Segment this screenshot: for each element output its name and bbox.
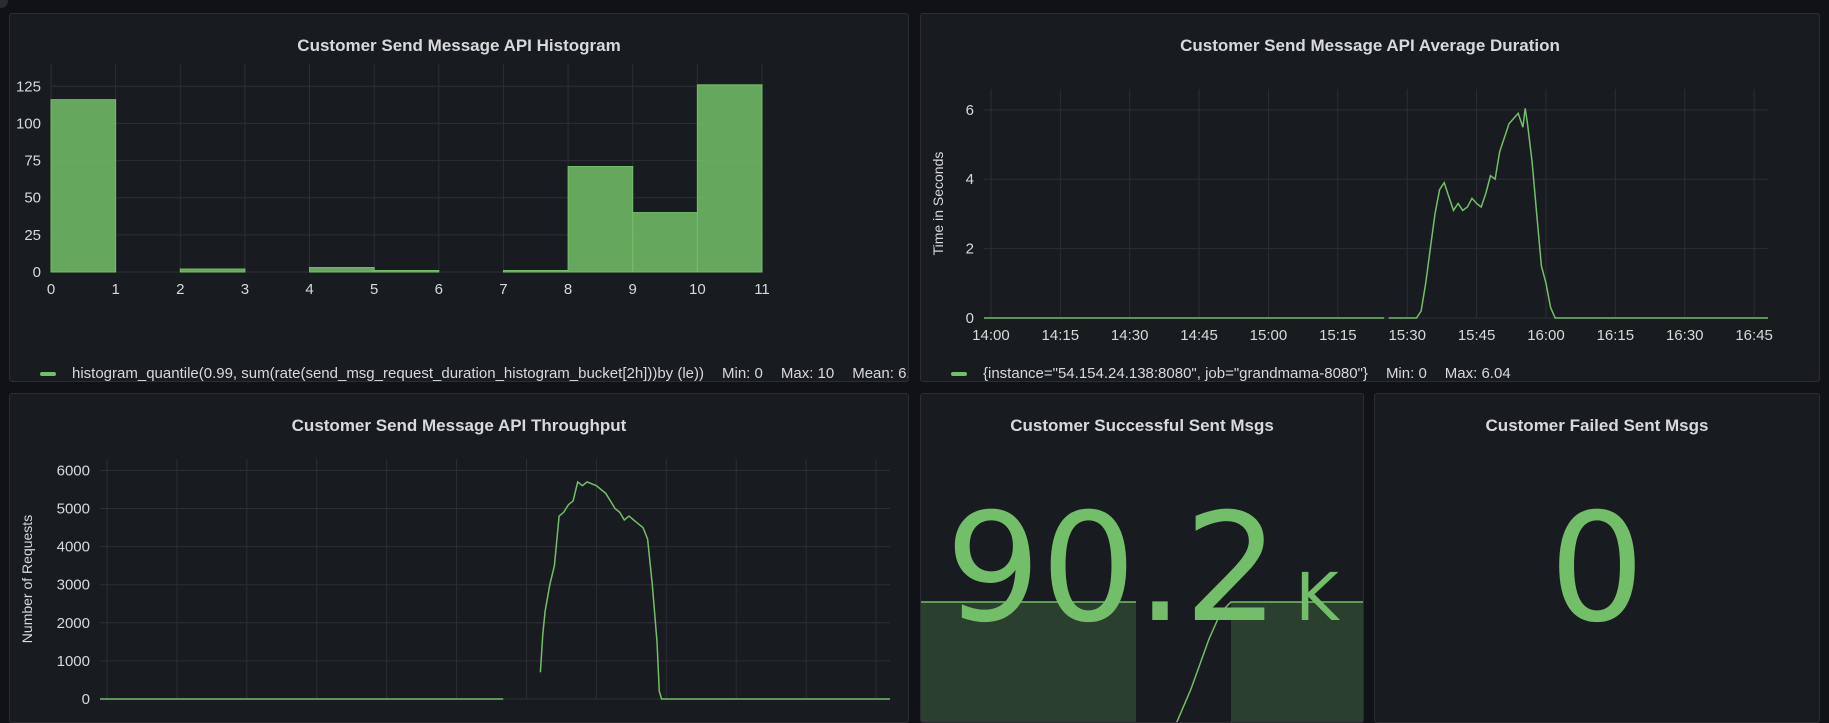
y-tick-label: 50 (24, 190, 41, 207)
legend-min: Min: 0 (722, 365, 763, 382)
x-tick-label: 5 (370, 281, 378, 298)
x-tick-label: 16:45 (1735, 327, 1773, 344)
legend-swatch-icon (951, 371, 967, 376)
sparkline-area-left (921, 602, 1136, 722)
histogram-bar (179, 268, 246, 273)
legend-swatch-icon (40, 371, 56, 376)
series-line (539, 480, 890, 700)
y-tick-label: 125 (16, 78, 41, 95)
y-tick-label: 25 (24, 227, 41, 244)
x-tick-label: 9 (629, 281, 637, 298)
x-tick-label: 4 (305, 281, 313, 298)
legend-series-label[interactable]: {instance="54.154.24.138:8080", job="gra… (983, 365, 1368, 382)
x-tick-label: 8 (564, 281, 572, 298)
throughput-chart: 0 1000 2000 3000 4000 5000 6000 Number of Reque… (19, 459, 890, 708)
x-tick-label: 1 (111, 281, 119, 298)
y-tick-label: 4 (966, 171, 974, 188)
x-tick-label: 16:00 (1527, 327, 1565, 344)
panel-average-duration[interactable]: Customer Send Message API Average Durati… (920, 13, 1820, 382)
x-tick-label: 16:15 (1597, 327, 1635, 344)
y-tick-label: 0 (82, 691, 90, 708)
x-tick-label: 15:45 (1458, 327, 1496, 344)
histogram-bar (502, 270, 569, 273)
stat-value: 90.2 K (921, 494, 1363, 673)
y-tick-label: 4000 (57, 539, 90, 556)
y-tick-label: 0 (966, 310, 974, 327)
panel-title[interactable]: Customer Successful Sent Msgs (1010, 416, 1274, 435)
x-tick-label: 2 (176, 281, 184, 298)
histogram-bar (632, 212, 698, 273)
x-tick-label: 14:45 (1180, 327, 1218, 344)
x-tick-label: 15:15 (1319, 327, 1357, 344)
histogram-bar (696, 84, 763, 273)
panel-title[interactable]: Customer Send Message API Histogram (297, 36, 621, 55)
stat-number: 0 (1549, 482, 1645, 656)
histogram-bar (50, 99, 117, 273)
x-tick-label: 6 (435, 281, 443, 298)
y-tick-label: 2 (966, 241, 974, 258)
legend-max: Max: 10 (780, 365, 835, 382)
panel-histogram[interactable]: Customer Send Message API Histogram 0 1 2 3… (9, 13, 909, 382)
x-tick-label: 11 (754, 281, 770, 298)
x-tick-label: 16:30 (1666, 327, 1704, 344)
x-tick-label: 3 (241, 281, 249, 298)
x-tick-label: 7 (499, 281, 507, 298)
stat-value: 0 (1375, 494, 1819, 644)
panel-failed-sent[interactable]: Customer Failed Sent Msgs 0 (1374, 393, 1820, 723)
duration-chart: 14:00 14:15 14:30 14:45 15:00 15:15 15:30 15:45… (930, 89, 1773, 344)
sparkline-line (921, 601, 1363, 722)
panel-title[interactable]: Customer Failed Sent Msgs (1485, 416, 1709, 435)
y-tick-label: 5000 (57, 501, 90, 518)
x-tick-label: 10 (689, 281, 706, 298)
legend[interactable]: histogram_quantile(0.99, sum(rate(send_m… (40, 365, 909, 382)
y-tick-label: 100 (16, 115, 41, 132)
y-axis-label: Number of Requests (19, 515, 35, 643)
x-tick-label: 14:00 (972, 327, 1010, 344)
x-tick-label: 15:30 (1388, 327, 1426, 344)
panel-successful-sent[interactable]: Customer Successful Sent Msgs 90.2 K (920, 393, 1364, 723)
panel-throughput[interactable]: Customer Send Message API Throughput 0 10… (9, 393, 909, 723)
stat-unit: K (1295, 559, 1339, 636)
y-tick-label: 1000 (57, 653, 90, 670)
histogram-bar (309, 267, 375, 273)
legend-mean: Mean: 6. (852, 365, 909, 382)
x-tick-label: 0 (47, 281, 55, 298)
x-tick-label: 14:15 (1042, 327, 1080, 344)
legend-series-label[interactable]: histogram_quantile(0.99, sum(rate(send_m… (72, 365, 704, 382)
y-tick-label: 3000 (57, 577, 90, 594)
legend-max: Max: 6.04 (1444, 365, 1511, 382)
sparkline-chart (921, 601, 1363, 722)
legend-min: Min: 0 (1385, 365, 1427, 382)
histogram-bar (373, 270, 440, 273)
stat-number: 90.2 (945, 482, 1280, 656)
x-tick-label: 14:30 (1111, 327, 1149, 344)
panel-title[interactable]: Customer Send Message API Average Durati… (1180, 36, 1560, 55)
x-tick-label: 15:00 (1250, 327, 1288, 344)
sparkline-area-right (1231, 602, 1363, 722)
panel-title[interactable]: Customer Send Message API Throughput (291, 416, 627, 435)
y-tick-label: 6000 (57, 462, 90, 479)
series-line (1388, 108, 1768, 319)
corner-indicator (0, 0, 8, 8)
y-tick-label: 2000 (57, 615, 90, 632)
histogram-chart: 0 1 2 3 4 5 6 7 8 9 10 11 0 25 50 75 100 125 (16, 64, 770, 298)
y-tick-label: 6 (966, 102, 974, 119)
y-tick-label: 0 (33, 264, 41, 281)
y-axis-label: Time in Seconds (930, 152, 946, 256)
legend[interactable]: {instance="54.154.24.138:8080", job="gra… (951, 365, 1511, 382)
y-tick-label: 75 (24, 153, 41, 170)
histogram-bar (567, 166, 634, 273)
